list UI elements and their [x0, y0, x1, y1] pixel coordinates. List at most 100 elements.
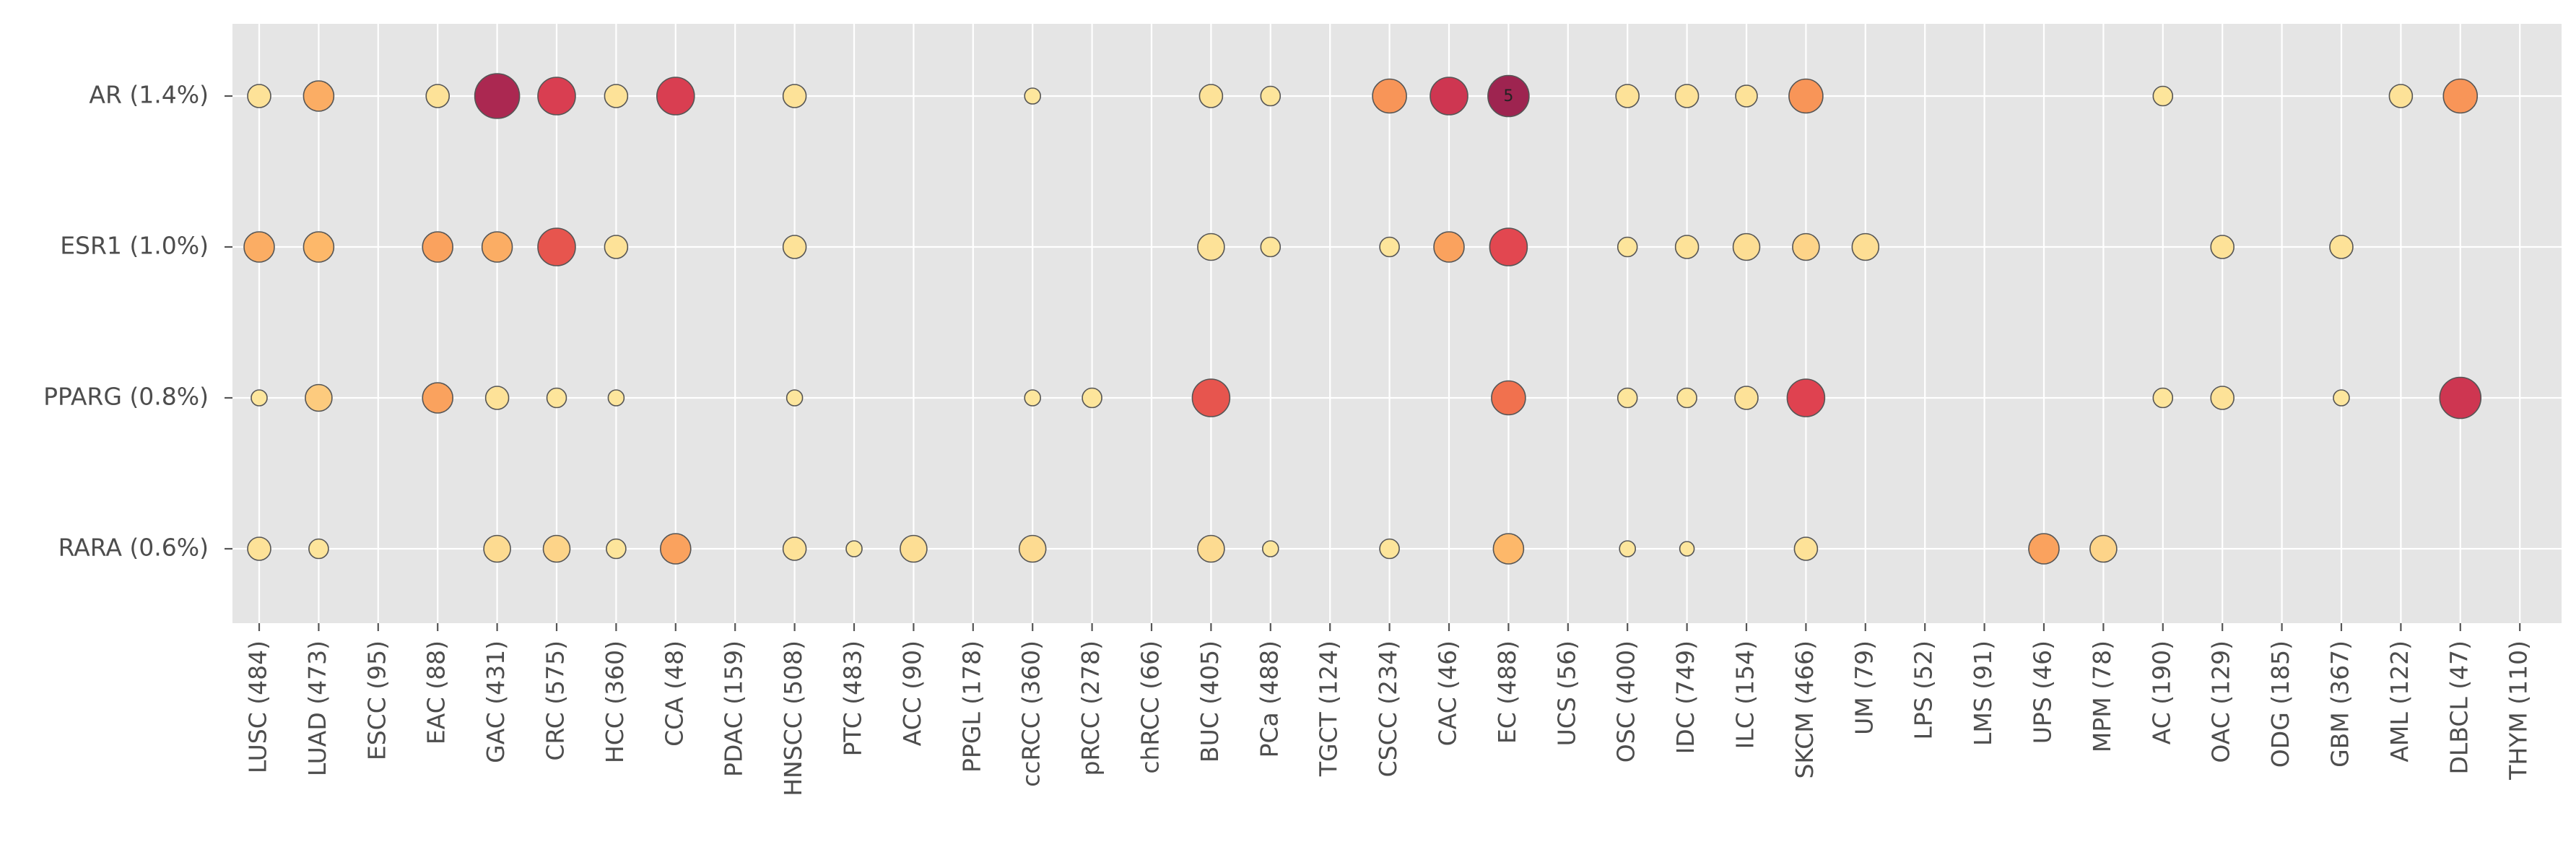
data-point	[1619, 540, 1636, 557]
data-point	[604, 235, 629, 259]
x-tick-label: PCa (488)	[1255, 640, 1283, 757]
data-point	[1379, 236, 1400, 258]
x-tick-label: ACC (90)	[898, 640, 926, 746]
data-point	[546, 387, 567, 409]
data-point	[2439, 376, 2482, 420]
data-points: 5	[243, 73, 2482, 565]
y-tick-label: ESR1 (1.0%)	[60, 232, 209, 260]
x-tick-label: SKCM (466)	[1790, 640, 1819, 779]
x-tick-label: THYM (110)	[2505, 640, 2533, 781]
data-point	[1615, 84, 1640, 108]
data-point	[2210, 386, 2235, 410]
x-tick-label: AML (122)	[2385, 640, 2414, 763]
data-point	[481, 231, 513, 263]
data-point	[782, 235, 807, 259]
x-tick-label: MPM (78)	[2088, 640, 2116, 752]
x-tick-label: LUAD (473)	[303, 640, 331, 776]
data-point	[1491, 380, 1526, 416]
data-point	[1024, 87, 1041, 105]
data-point	[1260, 85, 1282, 107]
data-point	[303, 80, 335, 112]
data-point	[1674, 235, 1700, 259]
data-point	[1082, 387, 1102, 409]
data-point	[305, 383, 333, 412]
data-point	[1734, 386, 1759, 410]
data-point	[782, 84, 807, 108]
x-tick-label: CCA (48)	[660, 640, 688, 747]
x-tick-label: GAC (431)	[482, 640, 510, 763]
x-tick-label: ILC (154)	[1731, 640, 1759, 749]
x-tick-label: CRC (575)	[541, 640, 570, 761]
x-tick-label: PTC (483)	[839, 640, 867, 756]
data-point	[1792, 233, 1820, 261]
x-tick-label: OSC (400)	[1612, 640, 1640, 763]
x-tick-label: pRCC (278)	[1076, 640, 1105, 776]
data-point	[1674, 84, 1700, 108]
x-tick-label: UCS (56)	[1552, 640, 1580, 746]
y-axis-tick-labels: AR (1.4%) ESR1 (1.0%) PPARG (0.8%) RARA (0.…	[43, 81, 232, 562]
data-point	[2210, 235, 2235, 259]
data-point	[243, 231, 275, 263]
x-tick-label: HCC (360)	[601, 640, 629, 763]
y-tick-label: AR (1.4%)	[89, 81, 209, 109]
x-tick-label: ccRCC (360)	[1017, 640, 1045, 787]
data-point	[1676, 387, 1697, 409]
data-point	[607, 389, 625, 407]
x-tick-label: PPGL (178)	[957, 640, 985, 773]
data-point	[1732, 233, 1761, 261]
data-point	[247, 84, 271, 108]
data-point	[1433, 231, 1465, 263]
x-tick-label: AC (190)	[2147, 640, 2175, 744]
data-point	[1679, 541, 1695, 557]
data-label: 5	[1503, 87, 1513, 105]
data-point	[1379, 538, 1400, 560]
x-tick-label: LPS (52)	[1910, 640, 1938, 739]
data-point	[247, 537, 271, 561]
data-point	[845, 540, 863, 557]
data-point	[1786, 378, 1826, 417]
data-point	[1024, 389, 1041, 407]
x-tick-label: TGCT (124)	[1315, 640, 1343, 777]
data-point	[537, 77, 576, 116]
x-tick-label: chRCC (66)	[1136, 640, 1165, 774]
x-tick-label: ODG (185)	[2266, 640, 2294, 768]
x-axis-tick-labels: LUSC (484) LUAD (473) ESCC (95) EAC (88) GAC…	[244, 623, 2533, 796]
x-tick-label: CAC (46)	[1434, 640, 1462, 746]
x-tick-label: EAC (88)	[422, 640, 451, 744]
data-point	[604, 84, 629, 108]
plot-area-background	[232, 24, 2562, 623]
x-tick-label: UPS (46)	[2029, 640, 2057, 744]
data-point	[1735, 84, 1758, 108]
data-point	[1197, 534, 1225, 563]
x-tick-label: LMS (91)	[1969, 640, 1997, 746]
data-point	[251, 389, 268, 407]
x-tick-label: GBM (367)	[2326, 640, 2354, 768]
data-point	[422, 382, 454, 414]
data-point	[422, 231, 454, 263]
y-tick-label: PPARG (0.8%)	[43, 383, 209, 411]
data-point	[1788, 78, 1824, 114]
y-tick-label: RARA (0.6%)	[58, 534, 209, 562]
data-point	[1487, 74, 1530, 118]
data-point	[308, 538, 329, 560]
data-point	[1616, 236, 1638, 258]
data-point	[2089, 534, 2118, 563]
data-point	[1018, 534, 1047, 563]
data-point	[2152, 387, 2174, 409]
gridlines	[232, 24, 2562, 623]
data-point	[786, 389, 804, 407]
x-tick-label: CSCC (234)	[1374, 640, 1402, 777]
data-point	[782, 537, 807, 561]
x-tick-label: ESCC (95)	[362, 640, 391, 760]
data-point	[2329, 235, 2354, 259]
data-point	[1489, 227, 1528, 266]
data-point	[1430, 77, 1468, 116]
data-point	[483, 534, 511, 563]
x-tick-label: PDAC (159)	[720, 640, 748, 777]
x-tick-label: UM (79)	[1850, 640, 1878, 735]
data-point	[484, 386, 510, 410]
data-point	[1198, 84, 1224, 108]
data-point	[606, 538, 627, 560]
